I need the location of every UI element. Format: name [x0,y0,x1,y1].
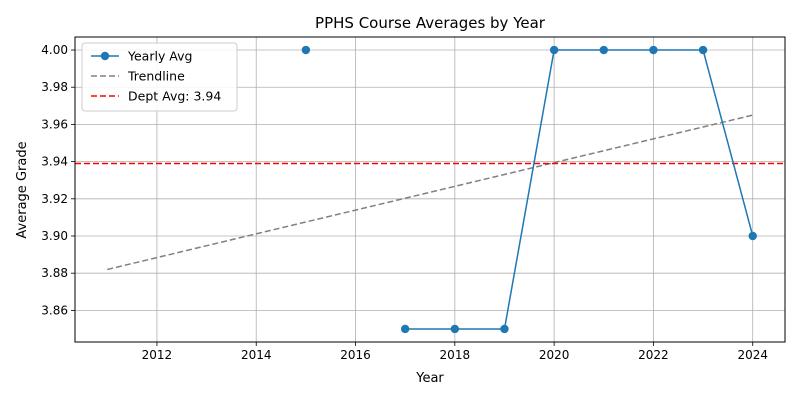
x-tick-label: 2022 [638,348,669,362]
yearly-avg-point [301,45,311,55]
plot-frame [74,36,786,343]
y-tick-label: 3.92 [41,192,68,206]
plot-area [75,45,785,334]
y-axis-title: Average Grade [15,141,30,238]
legend-label: Trendline [127,69,185,84]
yearly-avg-point [649,45,658,55]
x-axis-title: Year [415,371,444,386]
x-tick-label: 2016 [340,348,371,362]
y-tick-label: 3.90 [41,229,68,243]
y-tick-label: 3.98 [41,80,68,94]
legend-label: Dept Avg: 3.94 [128,89,221,104]
chart-title: PPHS Course Averages by Year [315,14,546,32]
yearly-avg-point [450,324,460,334]
yearly-avg-line [405,49,754,330]
x-tick-label: 2014 [241,348,272,362]
legend-box [81,42,238,112]
yearly-avg-point [400,324,410,334]
x-tick-label: 2018 [440,348,471,362]
yearly-avg-point [698,45,708,55]
y-tick-label: 3.88 [41,266,68,280]
axis-ticks: 2012 2014 2016 2018 2020 2022 2024 3.86 3.88 3.90… [41,43,768,362]
yearly-avg-point [599,45,608,55]
yearly-avg-point [748,231,757,241]
yearly-avg-point [500,324,509,334]
x-tick-label: 2024 [737,348,768,362]
x-tick-label: 2012 [142,348,173,362]
y-tick-label: 4.00 [41,43,68,57]
y-tick-label: 3.86 [41,303,68,317]
yearly-avg-point [549,45,559,55]
legend: Yearly Avg Trendline Dept Avg: 3.94 [81,42,238,112]
y-tick-label: 3.94 [41,155,68,169]
y-tick-label: 3.96 [41,117,68,131]
trendline [107,114,753,271]
x-tick-label: 2020 [539,348,570,362]
legend-label: Yearly Avg [127,49,192,64]
legend-marker-yearly-avg [100,51,110,61]
